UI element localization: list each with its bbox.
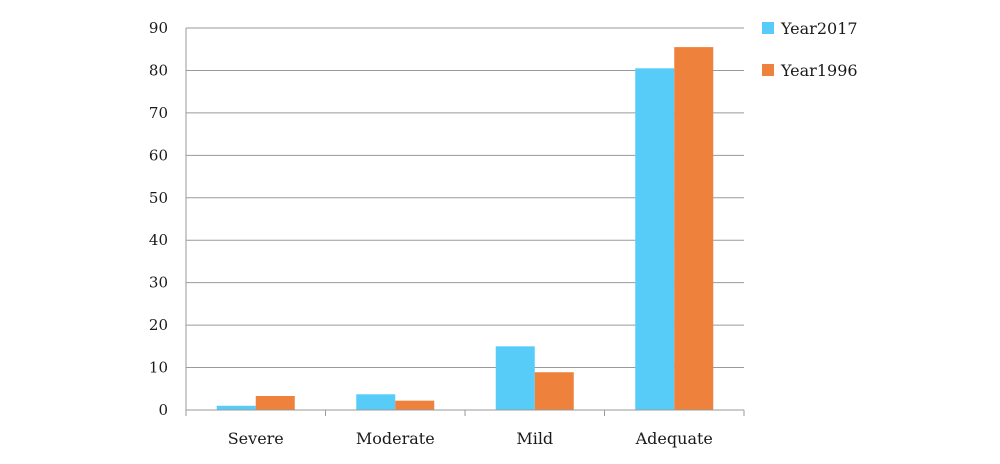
legend-swatch	[762, 64, 774, 76]
x-tick-label: Mild	[516, 429, 553, 448]
bar-year1996-mild	[534, 372, 574, 410]
x-tick-label: Severe	[228, 429, 284, 448]
y-tick-label: 80	[149, 61, 168, 79]
y-tick-label: 10	[149, 359, 168, 377]
y-tick-label: 40	[149, 231, 168, 249]
x-tick-labels: Severe Moderate Mild Adequate	[228, 429, 713, 448]
bar-year1996-moderate	[395, 400, 435, 410]
bar-year1996-severe	[255, 395, 295, 410]
x-tick-label: Moderate	[356, 429, 435, 448]
x-tick-marks	[185, 410, 745, 416]
y-tick-label: 30	[149, 274, 168, 292]
bar-year2017-mild	[495, 346, 535, 410]
y-tick-label: 70	[149, 104, 168, 122]
legend-label: Year1996	[780, 61, 858, 80]
legend: Year2017 Year1996	[762, 19, 858, 80]
legend-item: Year1996	[762, 61, 858, 80]
legend-swatch	[762, 22, 774, 34]
bar-year2017-severe	[216, 405, 256, 410]
y-tick-label: 60	[149, 146, 168, 164]
y-tick-labels: 0 10 20 30 40 50 60 70 80 90	[149, 19, 168, 419]
y-tick-label: 50	[149, 189, 168, 207]
x-tick-label: Adequate	[635, 429, 713, 448]
bars	[216, 47, 714, 411]
bar-year2017-moderate	[356, 394, 396, 410]
legend-item: Year2017	[762, 19, 858, 38]
gridlines	[186, 27, 744, 369]
bar-year2017-adequate	[635, 68, 675, 411]
y-tick-label: 0	[158, 401, 168, 419]
y-tick-label: 90	[149, 19, 168, 37]
bar-year1996-adequate	[674, 47, 714, 410]
y-tick-label: 20	[149, 316, 168, 334]
legend-label: Year2017	[780, 19, 858, 38]
